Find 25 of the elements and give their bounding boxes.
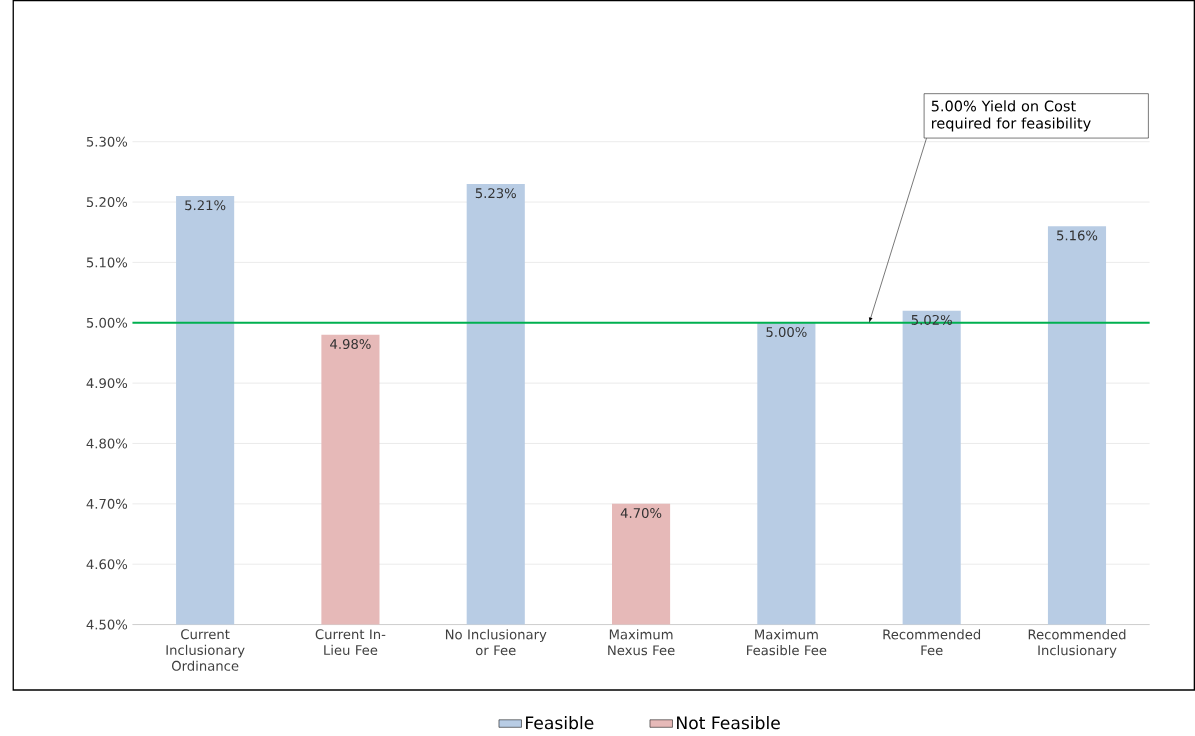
x-tick-label: Recommended Inclusionary <box>1028 629 1126 658</box>
data-label: 5.21% <box>185 200 226 211</box>
y-tick-label: 5.30% <box>86 136 128 147</box>
data-label: 4.70% <box>620 507 662 518</box>
x-tick-label: Maximum Feasible Fee <box>747 629 827 656</box>
x-tick-label: Maximum Nexus Fee <box>608 629 675 656</box>
data-label: 4.98% <box>330 338 371 349</box>
y-tick-label: 5.20% <box>86 196 128 207</box>
y-tick-label: 5.00% <box>86 317 128 328</box>
legend-label: Feasible <box>526 715 594 730</box>
x-tick-label: No Inclusionary or Fee <box>445 629 547 656</box>
data-label: 5.00% <box>766 326 807 337</box>
y-tick-label: 4.60% <box>86 559 128 570</box>
y-tick-label: 4.70% <box>86 498 128 509</box>
ref-line-label: 5.00% Yield on Cost required for feasibility <box>931 100 1091 132</box>
x-tick-label: Recommended Fee <box>883 629 981 656</box>
y-tick-label: 4.80% <box>86 438 128 449</box>
legend-label: Not Feasible <box>677 715 780 730</box>
y-tick-label: 4.90% <box>86 377 128 388</box>
x-tick-label: Current In-Lieu Fee <box>315 629 386 655</box>
data-label: 5.23% <box>475 188 516 198</box>
y-tick-label: 5.10% <box>86 257 128 268</box>
y-tick-label: 4.50% <box>86 619 128 630</box>
data-label: 5.16% <box>1057 230 1098 241</box>
x-tick-label: Current Inclusionary Ordinance <box>166 629 245 671</box>
